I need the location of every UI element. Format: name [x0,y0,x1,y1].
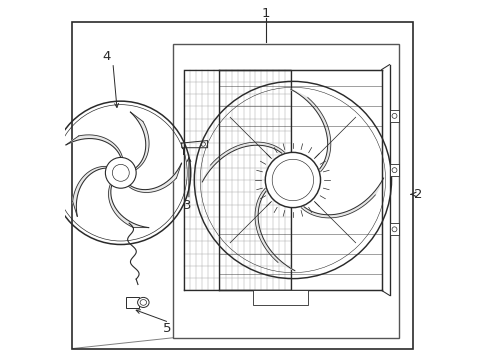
Ellipse shape [137,297,149,307]
Bar [389,110,399,122]
Circle shape [265,152,320,208]
Polygon shape [255,188,294,271]
Bar [126,297,139,308]
Polygon shape [108,183,148,228]
Polygon shape [73,166,108,216]
Text: 1: 1 [261,7,270,20]
Text: 4: 4 [102,50,110,63]
Bar [172,44,398,338]
Circle shape [105,157,136,188]
Polygon shape [130,112,149,171]
Polygon shape [66,135,122,159]
Bar [389,164,399,176]
Bar [389,224,399,235]
Polygon shape [290,89,330,172]
Polygon shape [202,142,284,182]
Polygon shape [301,178,383,218]
Text: 2: 2 [413,188,422,201]
Text: 3: 3 [183,199,191,212]
Bar [253,291,307,305]
Polygon shape [127,163,181,193]
Text: 5: 5 [163,322,171,335]
